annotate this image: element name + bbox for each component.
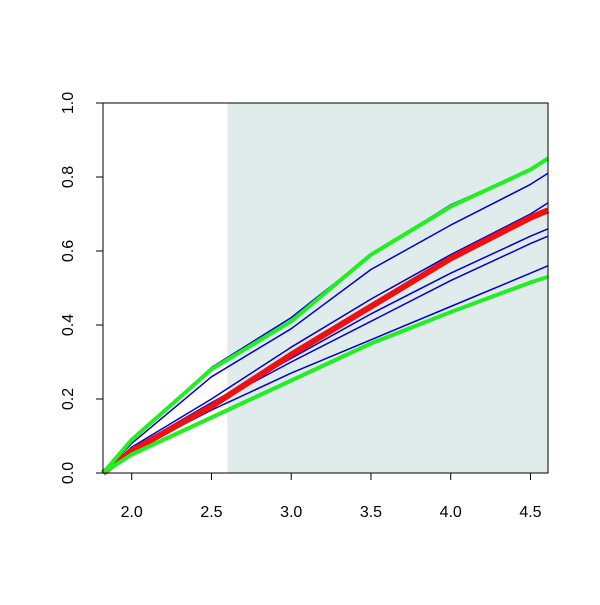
series-line xyxy=(102,202,549,474)
plot-frame xyxy=(102,102,549,474)
y-tick-label: 0.2 xyxy=(60,388,77,410)
x-tick-label: 2.0 xyxy=(121,504,143,521)
series-line xyxy=(101,156,550,475)
y-tick-label: 0.4 xyxy=(60,314,77,336)
x-tick-label: 3.0 xyxy=(280,504,302,521)
series-line xyxy=(102,172,549,474)
series-line xyxy=(101,207,550,476)
x-tick-label: 3.5 xyxy=(360,504,382,521)
series-line xyxy=(101,274,549,475)
y-tick-label: 1.0 xyxy=(60,92,77,114)
y-tick-label: 0.8 xyxy=(60,166,77,188)
shaded-region xyxy=(227,103,548,473)
x-tick-label: 2.5 xyxy=(200,504,222,521)
y-tick-label: 0.6 xyxy=(60,240,77,262)
x-tick-label: 4.0 xyxy=(440,504,462,521)
x-tick-label: 4.5 xyxy=(519,504,541,521)
y-tick-label: 0.0 xyxy=(60,462,77,484)
